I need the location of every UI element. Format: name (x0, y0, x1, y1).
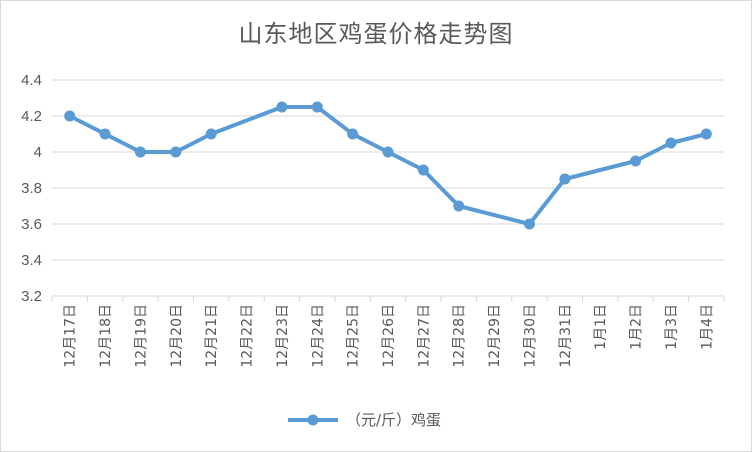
x-tick-label: 12月26日 (381, 304, 397, 368)
data-point (99, 128, 111, 140)
x-tick-label: 12月18日 (98, 304, 114, 368)
y-tick-label: 3.8 (21, 180, 42, 197)
x-tick-label: 12月22日 (240, 304, 256, 368)
x-tick-label: 12月28日 (452, 304, 468, 368)
data-point (276, 101, 288, 113)
data-point (347, 128, 359, 140)
data-point (205, 128, 217, 140)
x-tick-label: 1月3日 (664, 304, 680, 350)
data-point (453, 200, 465, 212)
series-line (67, 105, 709, 226)
x-tick-label: 12月24日 (310, 304, 326, 368)
x-tick-label: 12月19日 (133, 304, 149, 368)
x-tick-label: 12月31日 (558, 304, 574, 368)
x-tick-label: 12月29日 (487, 304, 503, 368)
data-point (134, 146, 146, 158)
data-point (417, 164, 429, 176)
x-tick-label: 1月2日 (629, 304, 645, 350)
data-point (170, 146, 182, 158)
data-point (382, 146, 394, 158)
x-tick-label: 12月21日 (204, 304, 220, 368)
data-point (523, 218, 535, 230)
x-tick-label: 12月17日 (63, 304, 79, 368)
x-tick-label: 12月27日 (416, 304, 432, 368)
legend-marker-swatch (307, 414, 319, 426)
x-tick-label: 1月1日 (593, 304, 609, 350)
x-tick-label: 12月23日 (275, 304, 291, 368)
x-tick-label: 12月25日 (346, 304, 362, 368)
x-tick-label: 12月30日 (522, 304, 538, 368)
y-tick-label: 3.2 (21, 288, 42, 305)
chart-title: 山东地区鸡蛋价格走势图 (238, 20, 514, 48)
y-tick-label: 4 (34, 144, 42, 161)
legend-label: （元/斤）鸡蛋 (346, 411, 441, 429)
data-point (64, 110, 76, 122)
data-point (700, 128, 712, 140)
x-tick-label: 1月4日 (699, 304, 715, 350)
y-tick-label: 3.6 (21, 216, 42, 233)
x-tick-label: 12月20日 (169, 304, 185, 368)
y-tick-label: 4.2 (21, 108, 42, 125)
legend: （元/斤）鸡蛋 (288, 411, 441, 429)
data-point (630, 155, 642, 167)
data-point (559, 173, 571, 185)
y-tick-label: 4.4 (21, 72, 42, 89)
data-point (665, 137, 677, 149)
data-point (311, 101, 323, 113)
y-tick-label: 3.4 (21, 252, 42, 269)
